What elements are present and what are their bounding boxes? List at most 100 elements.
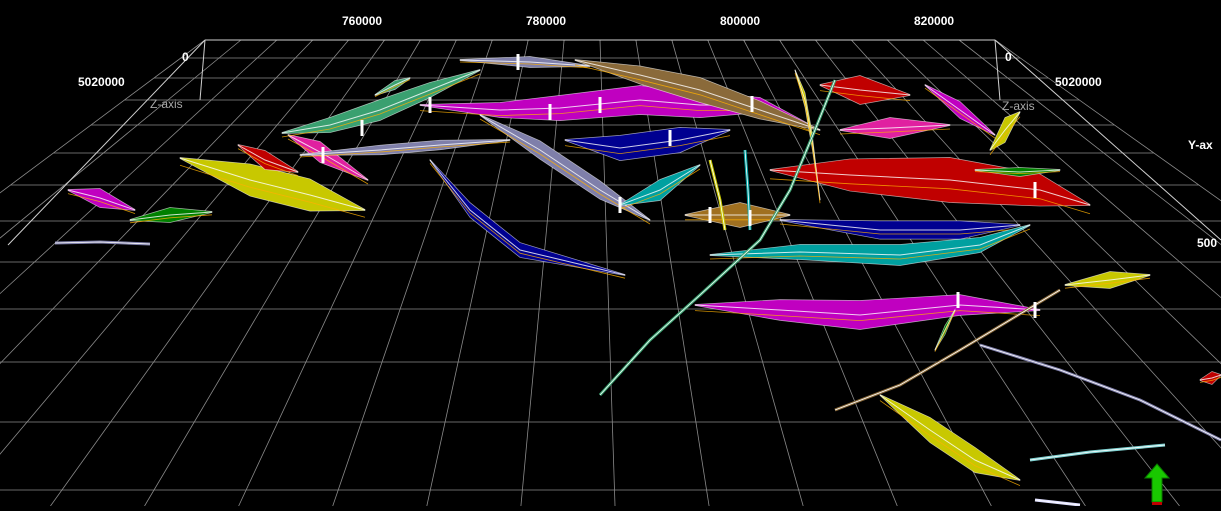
fault-stick-trace — [564, 129, 731, 149]
grid-line-longitudinal — [0, 39, 314, 365]
fault-stick-trace — [54, 241, 151, 245]
fault-stick-trace — [574, 59, 821, 131]
fault-stick-trace — [1034, 499, 1081, 506]
fault-stick-marker — [708, 207, 712, 223]
z-axis-label-left: Z-axis — [150, 97, 183, 111]
y-tick-right: 5020000 — [1055, 75, 1102, 89]
fault-stick-trace — [429, 159, 626, 276]
fault-stick-marker — [516, 54, 520, 70]
y-tick-left: 5020000 — [78, 75, 125, 89]
horizon-intersection-trace — [934, 311, 956, 352]
fault-stick-trace — [879, 394, 1021, 481]
fault-surface[interactable] — [598, 79, 837, 397]
fault-surface[interactable] — [574, 59, 821, 131]
fault-stick-trace — [974, 169, 1061, 173]
horizon-intersection-trace — [694, 310, 1041, 322]
grid-line-longitudinal — [958, 39, 1221, 246]
fault-surface[interactable] — [67, 188, 136, 211]
fault-stick-trace — [1064, 274, 1151, 286]
grid-line-longitudinal — [851, 39, 1221, 449]
horizon-intersection-trace — [779, 223, 1021, 235]
fault-surface[interactable] — [979, 343, 1221, 442]
horizon-intersection-trace — [879, 400, 1021, 486]
box-left-edge — [7, 39, 206, 246]
fault-stick-marker — [1033, 182, 1037, 198]
horizon-intersection-trace — [564, 135, 731, 155]
north-arrow-icon — [1144, 463, 1170, 505]
fault-surfaces[interactable] — [54, 54, 1221, 507]
fault-stick-trace — [459, 59, 591, 67]
grid-line-longitudinal — [0, 39, 206, 194]
grid-line-longitudinal — [0, 39, 349, 455]
horizon-intersection-trace — [794, 73, 821, 204]
fault-stick-marker — [548, 104, 552, 120]
grid-line-longitudinal — [238, 39, 457, 507]
grid-line-longitudinal — [779, 39, 1086, 507]
fault-stick-trace — [694, 304, 1041, 316]
fault-surface[interactable] — [694, 294, 1041, 330]
grid-line-longitudinal — [332, 39, 493, 507]
fault-stick-marker — [598, 97, 602, 113]
horizon-intersection-trace — [281, 73, 481, 138]
z-tick-left: 0 — [182, 50, 189, 64]
horizon-intersection-trace — [67, 193, 136, 214]
horizon-intersection-trace — [237, 148, 299, 176]
x-tick-800000: 800000 — [720, 14, 761, 28]
fault-stick-trace — [129, 211, 213, 221]
box-inner-right — [994, 39, 1001, 101]
y-tick-right-partial: 500 — [1197, 236, 1218, 250]
fault-stick-trace — [299, 139, 511, 156]
grid-line-longitudinal — [0, 39, 242, 239]
grid-line-longitudinal — [671, 39, 804, 507]
fault-stick-trace — [237, 144, 299, 173]
fault-stick-trace — [989, 111, 1021, 151]
horizon-intersection-trace — [924, 87, 996, 139]
x-tick-760000: 760000 — [342, 14, 383, 28]
fault-stick-marker — [750, 96, 754, 112]
fault-surface[interactable] — [281, 69, 481, 134]
fault-stick-trace — [979, 344, 1221, 441]
box-right-edge — [994, 39, 1221, 241]
grid-line-longitudinal — [0, 39, 278, 295]
grid-line-longitudinal — [815, 39, 1180, 507]
fault-stick-trace — [779, 219, 1021, 231]
fault-surface[interactable] — [429, 158, 626, 276]
horizon-intersection-trace — [769, 178, 1091, 215]
fault-stick-trace — [179, 157, 366, 211]
fault-stick-marker — [956, 292, 960, 308]
z-axis-label-right: Z-axis — [1002, 99, 1035, 113]
fault-stick-marker — [618, 197, 622, 213]
fault-stick-marker — [1033, 302, 1037, 318]
fault-stick-trace — [834, 289, 1061, 411]
y-axis-label: Y-ax — [1188, 138, 1213, 152]
horizon-intersection-trace — [574, 64, 821, 136]
horizon-intersection-trace — [839, 128, 951, 135]
horizon-intersection-trace — [374, 79, 411, 97]
fault-stick-marker — [428, 97, 432, 113]
x-tick-780000: 780000 — [526, 14, 567, 28]
fault-stick-marker — [748, 210, 752, 226]
horizon-intersection-trace — [179, 164, 366, 218]
fault-stick-trace — [1029, 444, 1166, 461]
fault-stick-marker — [668, 130, 672, 146]
horizon-intersection-trace — [429, 162, 626, 279]
grid-line-longitudinal — [50, 39, 385, 507]
fault-stick-trace — [934, 309, 956, 351]
horizon-intersection-trace — [479, 118, 651, 225]
horizon-intersection-trace — [974, 171, 1061, 175]
x-tick-820000: 820000 — [914, 14, 955, 28]
fault-surface[interactable] — [879, 393, 1021, 481]
horizon-intersection-trace — [129, 214, 213, 224]
z-tick-right: 0 — [1005, 50, 1012, 64]
bounding-box — [7, 39, 1221, 246]
fault-stick-trace — [709, 159, 726, 231]
horizon-intersection-trace — [989, 116, 1021, 156]
fault-stick-trace — [374, 77, 411, 96]
grid-line-longitudinal — [635, 39, 710, 507]
grid-line-longitudinal — [994, 39, 1221, 202]
fault-stick-trace — [599, 79, 836, 396]
fault-stick-trace — [769, 169, 1091, 206]
box-inner-left — [199, 39, 206, 101]
